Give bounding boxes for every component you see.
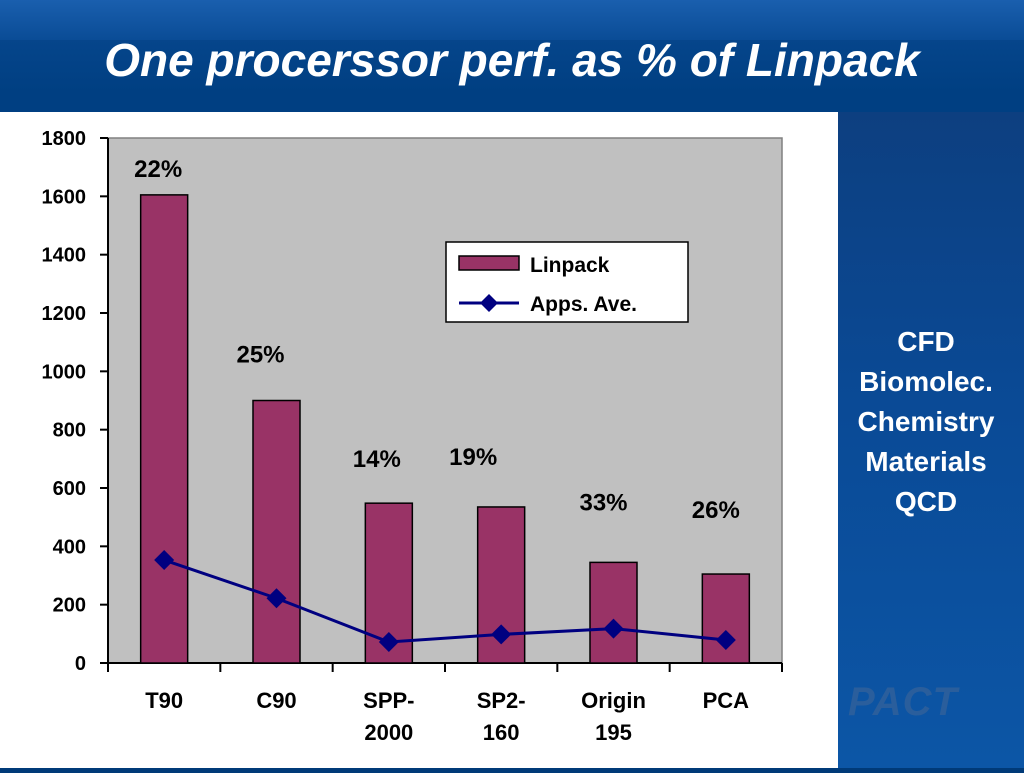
x-tick-label: 2000 (364, 720, 413, 745)
application-list: CFD Biomolec. Chemistry Materials QCD (838, 322, 1014, 522)
data-label: 22% (134, 156, 182, 183)
plot-area (107, 137, 783, 664)
y-tick-label: 1400 (42, 245, 87, 267)
legend-label-apps-ave: Apps. Ave. (530, 293, 637, 316)
x-tick-label: 160 (483, 720, 520, 745)
application-item: CFD (897, 326, 955, 357)
application-item: Chemistry (857, 406, 995, 437)
application-item: Materials (865, 446, 987, 477)
bar (252, 399, 301, 664)
title-band (0, 0, 1024, 40)
apps-ave-marker (154, 550, 175, 571)
data-label: 19% (449, 444, 497, 471)
apps-ave-marker (715, 629, 736, 650)
apps-ave-marker (603, 618, 624, 639)
y-tick-label: 200 (53, 595, 86, 617)
chart-container: 0 200 400 600 800 1000 1200 1400 1600 1800 22% 25% 1… (0, 112, 838, 768)
legend-label-linpack: Linpack (530, 254, 610, 277)
y-tick-label: 1200 (42, 303, 87, 325)
apps-ave-line (163, 558, 726, 644)
x-tick-label: SPP- (363, 688, 414, 713)
legend-swatch-linpack (458, 255, 520, 271)
bar (701, 573, 751, 664)
x-tick-label: Origin (581, 688, 646, 713)
y-tick-label: 400 (53, 536, 86, 558)
x-tick-label: SP2- (477, 688, 526, 713)
y-tick-label: 800 (53, 420, 86, 442)
apps-ave-marker (491, 624, 512, 645)
x-tick-label: PCA (703, 688, 750, 713)
bar-line-chart: 0 200 400 600 800 1000 1200 1400 1600 1800 22% 25% 1… (42, 128, 783, 745)
y-tick-label: 1800 (42, 128, 87, 150)
y-tick-label: 0 (75, 653, 86, 675)
application-item: Biomolec. (859, 366, 993, 397)
data-label: 26% (692, 497, 740, 524)
bar (476, 506, 526, 664)
right-panel (838, 112, 1024, 768)
bar (589, 561, 638, 664)
data-label: 25% (236, 342, 284, 369)
x-tick-label: C90 (256, 688, 296, 713)
slide-title: One procerssor perf. as % of Linpack (104, 34, 920, 86)
y-tick-label: 1000 (42, 361, 87, 383)
data-label: 14% (353, 446, 401, 473)
x-tick-label: T90 (145, 688, 183, 713)
x-tick-label: 195 (595, 720, 632, 745)
application-item: QCD (894, 486, 958, 517)
bar (139, 194, 189, 664)
y-tick-label: 600 (53, 478, 86, 500)
legend-swatch-apps-marker (480, 294, 498, 312)
apps-ave-marker (378, 632, 399, 652)
data-label: 33% (579, 489, 627, 516)
y-tick-label: 1600 (42, 186, 87, 208)
pact-logo: PACT (848, 680, 958, 724)
apps-ave-marker (266, 588, 287, 609)
